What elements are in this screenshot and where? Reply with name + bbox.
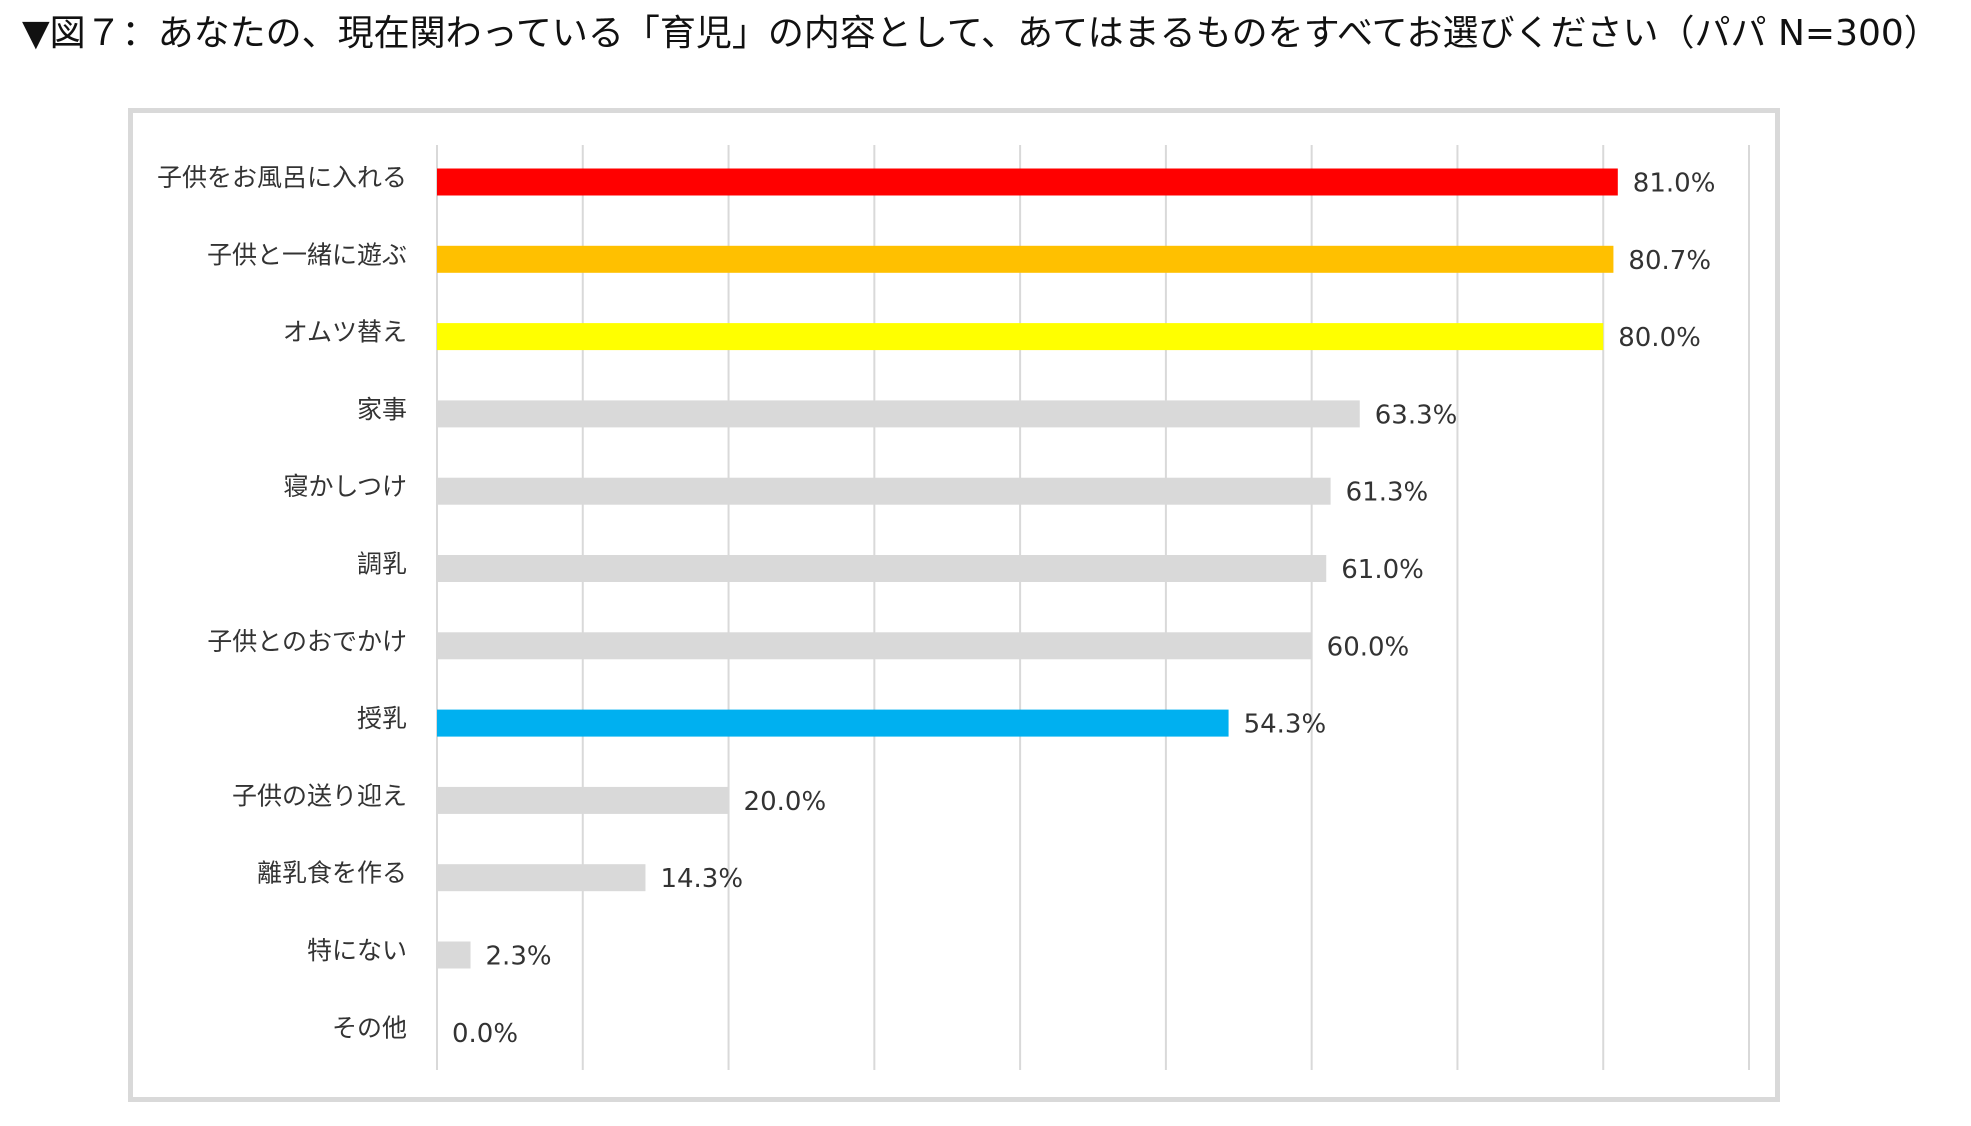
category-label: 調乳 bbox=[357, 550, 407, 579]
value-label: 14.3% bbox=[660, 864, 743, 894]
bar bbox=[437, 555, 1327, 582]
bars bbox=[437, 168, 1618, 969]
category-labels: 子供をお風呂に入れる子供と一緒に遊ぶオムツ替え家事寝かしつけ調乳子供とのおでかけ… bbox=[157, 163, 407, 1042]
bar bbox=[437, 168, 1618, 196]
value-label: 2.3% bbox=[486, 942, 552, 972]
gridlines bbox=[436, 145, 1750, 1070]
category-label: 子供をお風呂に入れる bbox=[157, 163, 407, 192]
value-label: 54.3% bbox=[1244, 710, 1327, 740]
bar bbox=[437, 245, 1614, 273]
bar bbox=[437, 786, 729, 814]
value-labels: 81.0% 80.7% 80.0% 63.3% 61.3% 61.0% 60.0% 54.3%… bbox=[452, 169, 1715, 1049]
bar bbox=[437, 709, 1229, 737]
category-label: 子供の送り迎え bbox=[232, 781, 407, 810]
category-label: 子供と一緒に遊ぶ bbox=[207, 240, 407, 269]
category-label: 寝かしつけ bbox=[283, 472, 407, 501]
value-label: 80.7% bbox=[1628, 246, 1711, 276]
category-label: 家事 bbox=[357, 395, 407, 424]
value-label: 63.3% bbox=[1375, 400, 1458, 430]
category-label: 離乳食を作る bbox=[257, 859, 407, 888]
category-label: 授乳 bbox=[357, 704, 407, 733]
bar bbox=[437, 323, 1604, 351]
value-label: 81.0% bbox=[1633, 169, 1716, 199]
category-label: 子供とのおでかけ bbox=[207, 627, 407, 656]
value-label: 60.0% bbox=[1327, 632, 1410, 662]
category-label: オムツ替え bbox=[283, 318, 407, 347]
bar bbox=[437, 632, 1312, 660]
value-label: 61.0% bbox=[1341, 555, 1424, 585]
value-label: 0.0% bbox=[452, 1019, 518, 1049]
bar bbox=[437, 400, 1360, 428]
category-label: その他 bbox=[332, 1013, 407, 1042]
value-label: 80.0% bbox=[1618, 323, 1701, 353]
category-label: 特にない bbox=[307, 936, 407, 965]
bar bbox=[437, 941, 471, 969]
chart-title: ▼図７：あなたの、現在関わっている「育児」の内容として、あてはまるものをすべてお… bbox=[22, 13, 1940, 54]
chart-frame bbox=[128, 108, 1780, 1102]
value-label: 20.0% bbox=[744, 787, 827, 817]
bar bbox=[437, 864, 646, 892]
value-label: 61.3% bbox=[1346, 478, 1429, 508]
bar bbox=[437, 477, 1331, 505]
